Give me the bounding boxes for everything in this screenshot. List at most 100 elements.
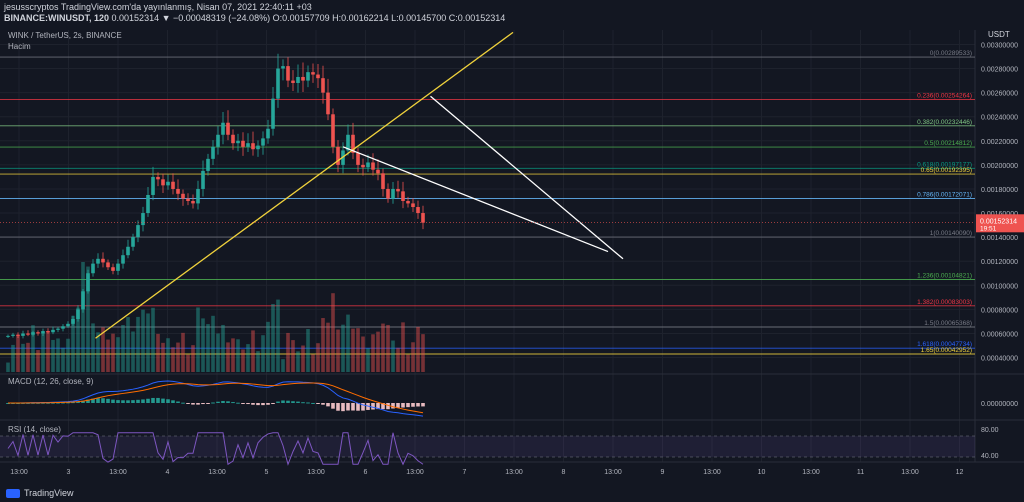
macd-histogram-bar (121, 400, 125, 403)
macd-pane (6, 380, 425, 417)
volume-bar (106, 339, 110, 372)
candle-body (101, 258, 105, 263)
candle-body (356, 152, 360, 165)
candle-body (126, 246, 130, 256)
macd-histogram-bar (171, 400, 175, 403)
tradingview-logo-icon (6, 488, 20, 498)
macd-histogram-bar (181, 402, 185, 404)
volume-bar (186, 354, 190, 372)
volume-bar (291, 340, 295, 372)
volume-bar (66, 338, 70, 372)
time-axis[interactable]: 13:00 3 13:00 4 13:00 5 13:00 6 13:00 7 13:00 8 13:0… (10, 469, 963, 476)
macd-histogram-bar (251, 403, 255, 405)
macd-histogram-bar (416, 403, 420, 407)
fib-label: 0(0.00289533) (930, 50, 972, 57)
candle-body (211, 146, 215, 159)
macd-histogram-bar (216, 401, 220, 403)
macd-histogram-bar (351, 403, 355, 411)
volume-bar (361, 336, 365, 372)
macd-histogram-bar (71, 402, 75, 404)
time-tick: 13:00 (505, 469, 523, 476)
macd-histogram-bar (321, 403, 325, 405)
volume-bar (356, 328, 360, 372)
candle-body (231, 134, 235, 144)
fib-label: 1.618(0.00047734) (917, 341, 972, 348)
volume-bar (91, 323, 95, 372)
macd-histogram-bar (376, 403, 380, 410)
ohlc-values: 0.00152314 ▼ −0.00048319 (−24.08%) O:0.0… (111, 13, 506, 23)
volume-bar (136, 316, 140, 372)
candle-body (136, 225, 140, 238)
price-axis[interactable]: 0.00300000 0.00280000 0.00260000 0.00240000… (0, 42, 1024, 460)
volume-bar (206, 324, 210, 372)
candle-body (321, 78, 325, 93)
macd-histogram-bar (256, 403, 260, 406)
macd-histogram-bar (56, 402, 60, 404)
time-tick: 7 (463, 469, 467, 476)
time-tick: 13:00 (703, 469, 721, 476)
macd-histogram-bar (96, 398, 100, 403)
volume-bar (121, 325, 125, 372)
candle-body (91, 263, 95, 274)
candle-body (166, 181, 170, 186)
volume-bar (51, 339, 55, 372)
macd-histogram-bar (201, 403, 205, 405)
candle-body (181, 193, 185, 199)
volume-bar (326, 322, 330, 372)
volume-bar (336, 329, 340, 372)
macd-histogram-bar (381, 403, 385, 410)
rsi-band (0, 436, 975, 457)
volume-bar (101, 327, 105, 372)
volume-bars (6, 262, 425, 372)
volume-bar (211, 315, 215, 372)
candle-body (366, 162, 370, 168)
countdown-label: 19:51 (980, 225, 997, 232)
macd-histogram-bar (326, 403, 330, 407)
candle-body (261, 138, 265, 146)
tradingview-brand: TradingView (6, 488, 74, 498)
time-tick: 3 (67, 469, 71, 476)
volume-bar (21, 343, 25, 372)
macd-histogram-bar (371, 403, 375, 410)
macd-histogram-bar (271, 403, 275, 404)
volume-bar (251, 330, 255, 372)
candle-body (296, 76, 300, 83)
trendlines[interactable] (95, 31, 624, 339)
volume-bar (116, 337, 120, 372)
header-line-2: BINANCE:WINUSDT, 120 0.00152314 ▼ −0.000… (4, 13, 505, 24)
volume-bar (226, 342, 230, 372)
volume-bar (311, 354, 315, 372)
candle-body (26, 333, 30, 335)
volume-bar (96, 332, 100, 372)
candle-body (361, 164, 365, 168)
candle-body (256, 145, 260, 150)
volume-bar (11, 344, 15, 372)
macd-histogram-bar (151, 397, 155, 403)
candle-body (51, 329, 55, 333)
time-tick: 13:00 (901, 469, 919, 476)
candle-body (191, 201, 195, 204)
volume-bar (86, 266, 90, 372)
candle-body (286, 66, 290, 81)
symbol-label: BINANCE:WINUSDT, 120 (4, 13, 110, 23)
volume-bar (386, 324, 390, 372)
candle-body (46, 331, 50, 333)
volume-bar (81, 262, 85, 372)
fib-label: 0.5(0.00214812) (924, 140, 972, 147)
candle-body (396, 188, 400, 192)
volume-bar (371, 334, 375, 372)
candle-body (56, 328, 60, 330)
macd-histogram-bar (401, 403, 405, 408)
volume-bar (421, 334, 425, 372)
fib-label: 1.5(0.00065368) (924, 320, 972, 327)
candle-body (11, 334, 15, 336)
header-line-1: jesusscryptos TradingView.com'da yayınla… (4, 2, 312, 12)
candle-body (96, 258, 100, 264)
candle-body (326, 92, 330, 115)
candle-body (226, 122, 230, 135)
macd-histogram-bar (266, 403, 270, 405)
rsi-tick: 40.00 (981, 453, 999, 460)
rsi-tick: 80.00 (981, 427, 999, 434)
candle-body (391, 188, 395, 199)
